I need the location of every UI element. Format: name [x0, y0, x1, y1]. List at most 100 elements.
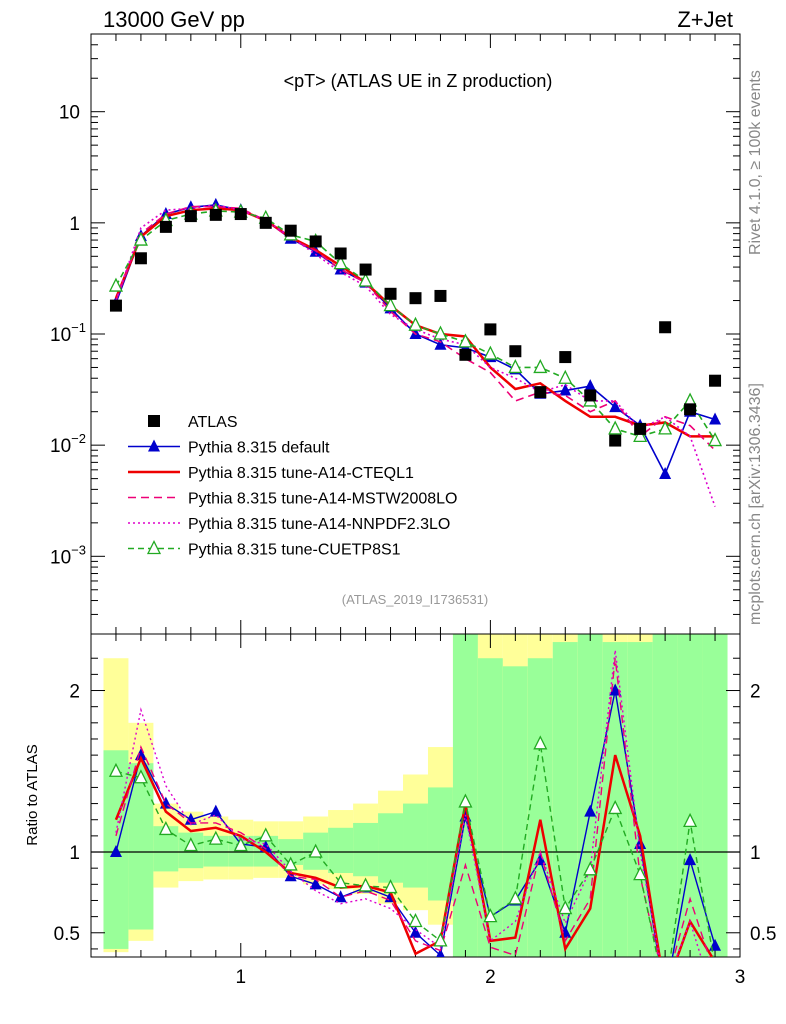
default-ratio-point: [409, 925, 422, 938]
ratio-tick-label-left: 1: [69, 843, 80, 864]
atlas-data-point: [434, 289, 447, 302]
default-ratio-point: [584, 804, 597, 817]
cuetp-point: [608, 420, 623, 435]
atlas-data-point: [184, 210, 197, 223]
ratio-axis-label: Ratio to ATLAS: [24, 744, 41, 845]
atlas-data-point: [159, 220, 172, 233]
mcplots-label: mcplots.cern.ch [arXiv:1306.3436]: [747, 383, 764, 625]
cuetp-point: [333, 255, 348, 270]
default-ratio-point: [684, 853, 697, 866]
cuetp-point: [533, 359, 548, 374]
cuetp-ratio-point: [183, 837, 198, 852]
cuetp-ratio-point: [508, 890, 523, 905]
cuetp-point: [707, 432, 723, 447]
cuetp-point: [508, 359, 523, 374]
plot-title: <pT> (ATLAS UE in Z production): [284, 71, 553, 91]
header-right: Z+Jet: [677, 7, 733, 32]
atlas-data-point: [709, 374, 722, 387]
cuetp-ratio-point: [659, 987, 671, 999]
cuetp-ratio-point: [133, 769, 148, 784]
green-band-bin: [353, 822, 379, 877]
default-point: [434, 337, 447, 350]
legend-cuetp-marker: [146, 540, 162, 555]
ratio-tick-label-right: 2: [750, 682, 761, 703]
green-band-bin: [677, 634, 703, 957]
default-ratio-point: [659, 990, 671, 1002]
green-band-bin: [702, 634, 728, 957]
atlas-data-point: [209, 208, 222, 221]
atlas-data-point: [134, 252, 147, 265]
green-band-bin: [502, 666, 528, 957]
green-band-bin: [527, 658, 553, 957]
cuetp-ratio-point: [108, 762, 124, 777]
ratio-tick-label-right: 1: [750, 843, 761, 864]
green-band-bin: [652, 634, 678, 957]
atlas-data-point: [609, 434, 622, 447]
default-ratio-point: [334, 890, 347, 903]
atlas-data-point: [109, 299, 122, 312]
atlas-data-point: [234, 208, 247, 221]
cuetp-ratio-point: [333, 874, 348, 889]
y-tick-label: 10−2: [50, 431, 86, 457]
ratio-tick-label-left: 0.5: [54, 924, 80, 945]
green-band-bin: [328, 827, 354, 874]
cuetp-point: [133, 231, 148, 246]
atlas-data-point: [334, 247, 347, 260]
cuetp-ratio-point: [408, 913, 423, 928]
cuetp-point: [633, 427, 648, 443]
ratio-tick-label-right: 0.5: [750, 924, 776, 945]
cuetp-ratio-point: [558, 900, 573, 915]
cuetp-ratio-point: [683, 812, 698, 827]
nnpdf-line: [115, 204, 716, 507]
legend-mstw-label: Pythia 8.315 tune-A14-MSTW2008LO: [188, 491, 457, 508]
green-band-bin: [128, 763, 154, 930]
default-point: [659, 467, 672, 480]
green-band-bin: [477, 658, 503, 957]
y-tick-label: 10−3: [50, 542, 86, 568]
cuetp-ratio-point: [458, 793, 473, 808]
cuetp-ratio-point: [233, 837, 248, 852]
atlas-data-point: [684, 403, 697, 416]
cuetp-ratio-point: [533, 735, 548, 750]
cuetp-ratio-point: [358, 877, 373, 892]
mstw-line: [115, 205, 716, 451]
atlas-data-point: [584, 389, 597, 402]
atlas-data-point: [634, 422, 647, 435]
legend-cuetp-label: Pythia 8.315 tune-CUETP8S1: [188, 542, 401, 559]
ratio-series: [108, 650, 722, 1002]
default-point: [609, 400, 622, 413]
atlas-data-point: [534, 386, 547, 399]
atlas-data-point: [309, 235, 322, 248]
default-point: [709, 412, 722, 425]
cuetp-point: [458, 333, 473, 348]
cuetp-point: [483, 345, 498, 360]
default-ratio-point: [309, 877, 322, 890]
cuetp-ratio-point: [258, 827, 273, 842]
analysis-tag: (ATLAS_2019_I1736531): [342, 592, 488, 607]
ratio-tick-label-left: 2: [69, 682, 80, 703]
cuetp-ratio-point: [709, 960, 721, 972]
cuetp-point: [408, 316, 423, 331]
cuetp-point: [658, 420, 673, 435]
atlas-data-point: [659, 321, 672, 334]
cuetp-ratio-point: [283, 856, 298, 871]
legend-default-marker: [148, 439, 160, 452]
default-ratio-point: [609, 683, 622, 696]
cteql1-ratio-line: [114, 754, 714, 957]
y-tick-label: 10: [59, 103, 80, 124]
default-ratio-point: [209, 804, 222, 817]
legend-default-label: Pythia 8.315 default: [188, 440, 330, 457]
atlas-data-point: [509, 345, 522, 358]
y-tick-label: 1: [69, 214, 80, 235]
green-band-bin: [403, 803, 428, 888]
default-point: [559, 383, 572, 396]
default-ratio-point: [436, 948, 445, 957]
default-ratio-point: [184, 812, 197, 825]
default-point: [584, 379, 597, 392]
cuetp-ratio-point: [608, 799, 623, 815]
cuetp-ratio-point: [583, 861, 598, 876]
atlas-data-point: [284, 224, 297, 237]
x-tick-label: 2: [485, 967, 496, 988]
cuetp-point: [558, 369, 573, 384]
cuetp-ratio-point: [158, 820, 173, 836]
